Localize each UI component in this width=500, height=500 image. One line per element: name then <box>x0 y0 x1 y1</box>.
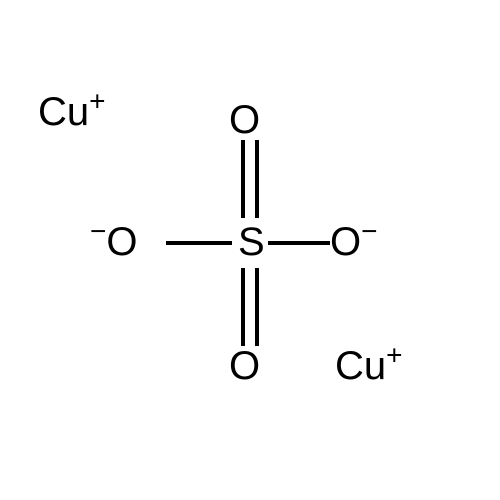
bond-s-o-bottom-1 <box>241 268 245 346</box>
atom-copper-1: Cu+ <box>38 92 106 132</box>
bond-s-o-top-2 <box>255 140 259 218</box>
charge-suffix: + <box>386 340 402 371</box>
atom-label: Cu <box>335 344 386 388</box>
bond-s-o-bottom-2 <box>255 268 259 346</box>
atom-oxygen-left: −O <box>90 222 137 262</box>
bond-s-o-top-1 <box>241 140 245 218</box>
atom-label: O <box>229 344 260 388</box>
atom-oxygen-top: O <box>229 100 260 140</box>
atom-oxygen-bottom: O <box>229 346 260 386</box>
charge-prefix: − <box>90 216 106 247</box>
atom-label: S <box>238 220 265 264</box>
atom-oxygen-right: O− <box>330 222 377 262</box>
charge-suffix: + <box>89 86 105 117</box>
atom-copper-2: Cu+ <box>335 346 403 386</box>
atom-label: Cu <box>38 90 89 134</box>
bond-s-o-right <box>268 241 330 245</box>
atom-label: O <box>229 98 260 142</box>
atom-label: O <box>106 220 137 264</box>
charge-suffix: − <box>361 216 377 247</box>
atom-label: O <box>330 220 361 264</box>
atom-sulfur: S <box>238 222 265 262</box>
bond-s-o-left <box>166 241 232 245</box>
